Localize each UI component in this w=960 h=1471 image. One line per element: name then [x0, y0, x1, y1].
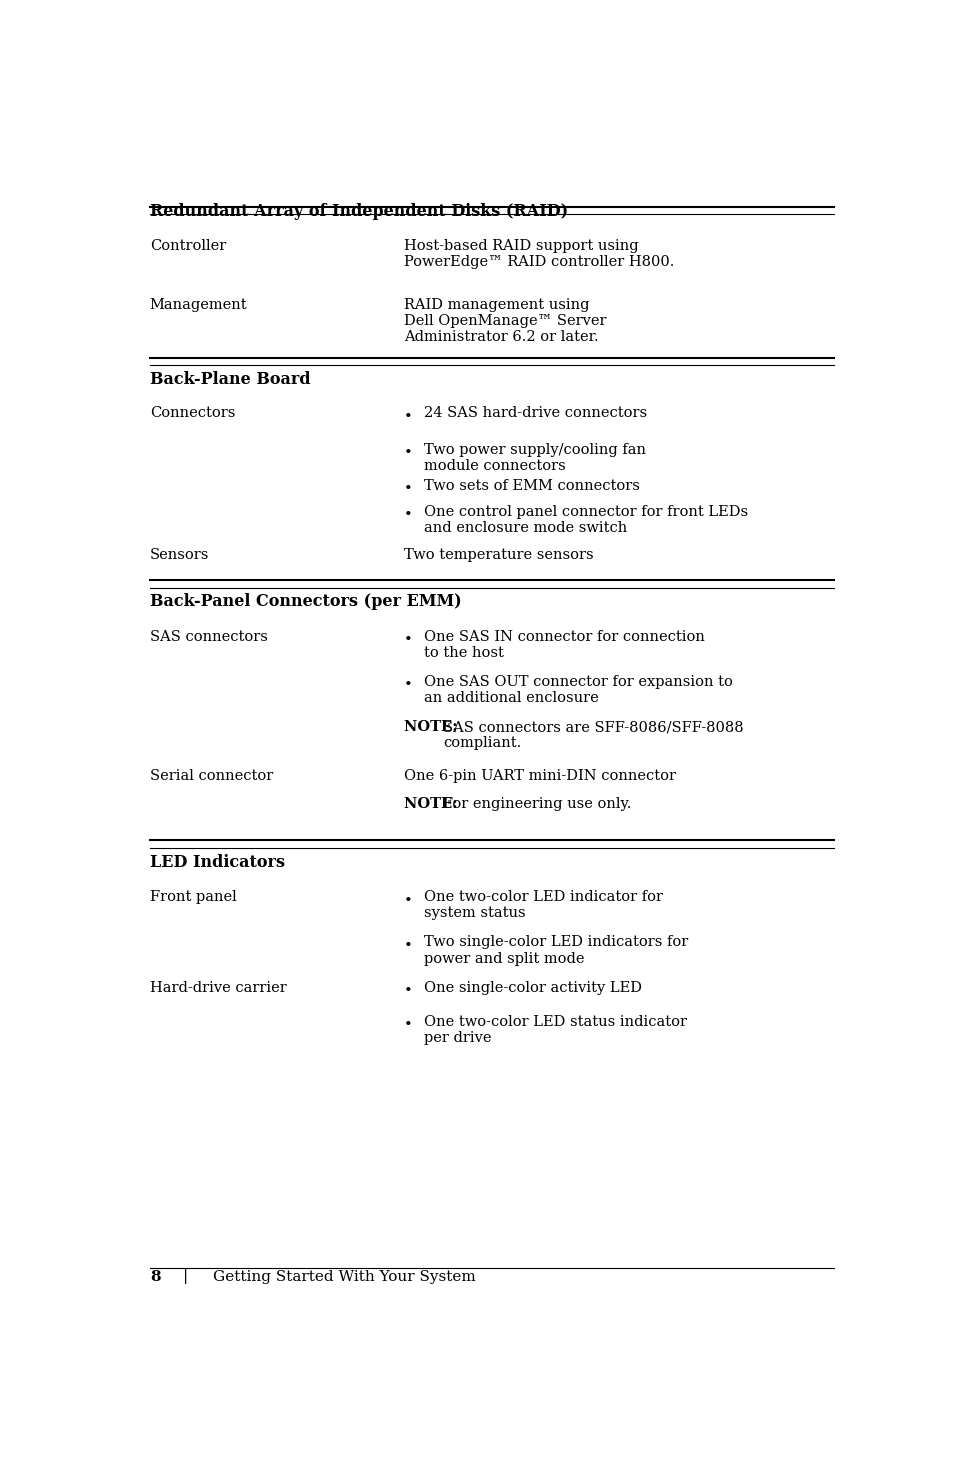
Text: RAID management using
Dell OpenManage™ Server
Administrator 6.2 or later.: RAID management using Dell OpenManage™ S… — [404, 297, 607, 344]
Text: One single-color activity LED: One single-color activity LED — [423, 981, 641, 994]
Text: NOTE:: NOTE: — [404, 721, 463, 734]
Text: SAS connectors: SAS connectors — [150, 630, 268, 644]
Text: For engineering use only.: For engineering use only. — [443, 797, 632, 811]
Text: Back-Plane Board: Back-Plane Board — [150, 371, 310, 388]
Text: Connectors: Connectors — [150, 406, 235, 421]
Text: Front panel: Front panel — [150, 890, 236, 905]
Text: One control panel connector for front LEDs
and enclosure mode switch: One control panel connector for front LE… — [423, 505, 748, 535]
Text: One SAS IN connector for connection
to the host: One SAS IN connector for connection to t… — [423, 630, 705, 660]
Text: Redundant Array of Independent Disks (RAID): Redundant Array of Independent Disks (RA… — [150, 203, 568, 219]
Text: •: • — [404, 446, 413, 460]
Text: SAS connectors are SFF-8086/SFF-8088
compliant.: SAS connectors are SFF-8086/SFF-8088 com… — [443, 721, 744, 750]
Text: •: • — [404, 410, 413, 424]
Text: Two power supply/cooling fan
module connectors: Two power supply/cooling fan module conn… — [423, 443, 645, 472]
Text: NOTE:: NOTE: — [404, 797, 463, 811]
Text: Two sets of EMM connectors: Two sets of EMM connectors — [423, 480, 639, 493]
Text: Hard-drive carrier: Hard-drive carrier — [150, 981, 286, 994]
Text: Two temperature sensors: Two temperature sensors — [404, 549, 594, 562]
Text: One two-color LED indicator for
system status: One two-color LED indicator for system s… — [423, 890, 662, 921]
Text: 24 SAS hard-drive connectors: 24 SAS hard-drive connectors — [423, 406, 647, 421]
Text: •: • — [404, 509, 413, 522]
Text: •: • — [404, 938, 413, 953]
Text: •: • — [404, 482, 413, 496]
Text: Sensors: Sensors — [150, 549, 209, 562]
Text: 8: 8 — [150, 1271, 160, 1284]
Text: Back-Panel Connectors (per EMM): Back-Panel Connectors (per EMM) — [150, 593, 462, 610]
Text: Management: Management — [150, 297, 248, 312]
Text: Controller: Controller — [150, 238, 226, 253]
Text: One two-color LED status indicator
per drive: One two-color LED status indicator per d… — [423, 1015, 686, 1044]
Text: •: • — [404, 633, 413, 647]
Text: •: • — [404, 1018, 413, 1033]
Text: Host-based RAID support using
PowerEdge™ RAID controller H800.: Host-based RAID support using PowerEdge™… — [404, 238, 675, 269]
Text: Serial connector: Serial connector — [150, 769, 273, 783]
Text: •: • — [404, 893, 413, 908]
Text: Two single-color LED indicators for
power and split mode: Two single-color LED indicators for powe… — [423, 936, 687, 965]
Text: Getting Started With Your System: Getting Started With Your System — [213, 1271, 476, 1284]
Text: LED Indicators: LED Indicators — [150, 853, 285, 871]
Text: |: | — [183, 1269, 188, 1284]
Text: One 6-pin UART mini-DIN connector: One 6-pin UART mini-DIN connector — [404, 769, 676, 783]
Text: •: • — [404, 678, 413, 693]
Text: •: • — [404, 984, 413, 999]
Text: One SAS OUT connector for expansion to
an additional enclosure: One SAS OUT connector for expansion to a… — [423, 675, 732, 705]
